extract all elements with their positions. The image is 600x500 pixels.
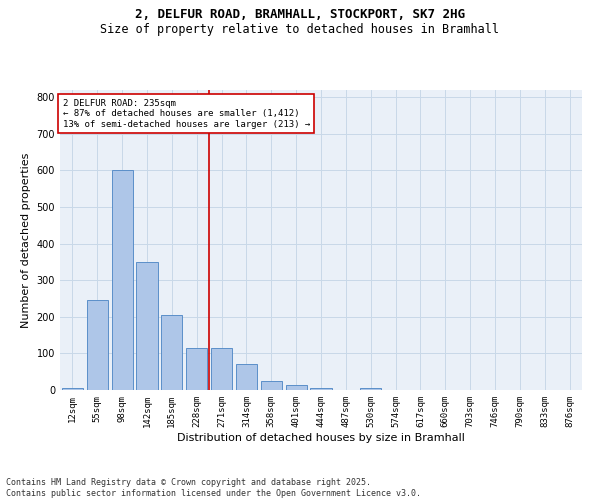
Y-axis label: Number of detached properties: Number of detached properties — [21, 152, 31, 328]
Bar — [136, 262, 158, 390]
Bar — [62, 388, 83, 390]
Bar — [286, 384, 307, 390]
Bar — [236, 364, 257, 390]
Bar — [161, 315, 182, 390]
Bar — [112, 170, 133, 390]
Bar — [360, 388, 381, 390]
X-axis label: Distribution of detached houses by size in Bramhall: Distribution of detached houses by size … — [177, 432, 465, 442]
Text: 2, DELFUR ROAD, BRAMHALL, STOCKPORT, SK7 2HG: 2, DELFUR ROAD, BRAMHALL, STOCKPORT, SK7… — [135, 8, 465, 20]
Bar — [87, 300, 108, 390]
Text: Size of property relative to detached houses in Bramhall: Size of property relative to detached ho… — [101, 22, 499, 36]
Bar — [310, 388, 332, 390]
Bar — [261, 381, 282, 390]
Text: 2 DELFUR ROAD: 235sqm
← 87% of detached houses are smaller (1,412)
13% of semi-d: 2 DELFUR ROAD: 235sqm ← 87% of detached … — [62, 99, 310, 129]
Bar — [186, 348, 207, 390]
Bar — [211, 348, 232, 390]
Text: Contains HM Land Registry data © Crown copyright and database right 2025.
Contai: Contains HM Land Registry data © Crown c… — [6, 478, 421, 498]
